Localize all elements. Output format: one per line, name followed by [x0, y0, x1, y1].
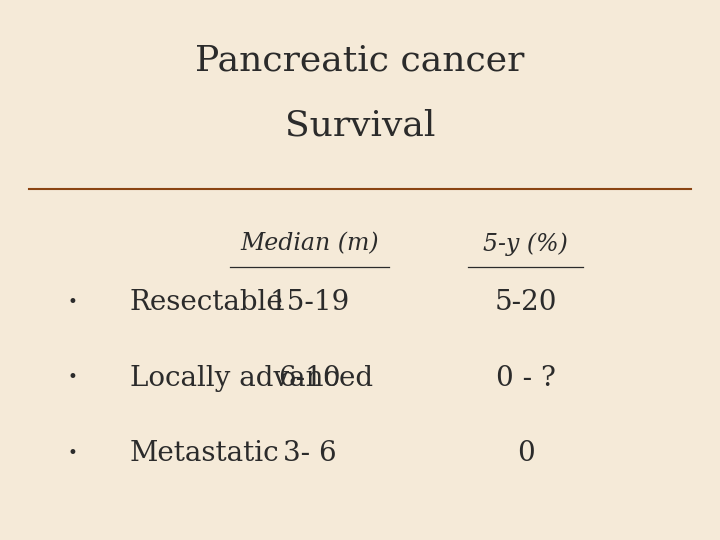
- Text: 15-19: 15-19: [269, 289, 350, 316]
- Text: 5-20: 5-20: [495, 289, 557, 316]
- Text: 0 - ?: 0 - ?: [495, 364, 556, 391]
- Text: Resectable: Resectable: [130, 289, 284, 316]
- Text: •: •: [67, 445, 77, 462]
- Text: 0: 0: [517, 440, 534, 467]
- Text: •: •: [67, 294, 77, 311]
- Text: Metastatic: Metastatic: [130, 440, 279, 467]
- Text: Pancreatic cancer: Pancreatic cancer: [195, 43, 525, 77]
- Text: •: •: [67, 369, 77, 387]
- Text: 3- 6: 3- 6: [283, 440, 336, 467]
- Text: Locally advanced: Locally advanced: [130, 364, 373, 391]
- Text: 6-10: 6-10: [279, 364, 341, 391]
- Text: 5-y (%): 5-y (%): [483, 232, 568, 256]
- Text: Survival: Survival: [284, 108, 436, 142]
- Text: Median (m): Median (m): [240, 232, 379, 255]
